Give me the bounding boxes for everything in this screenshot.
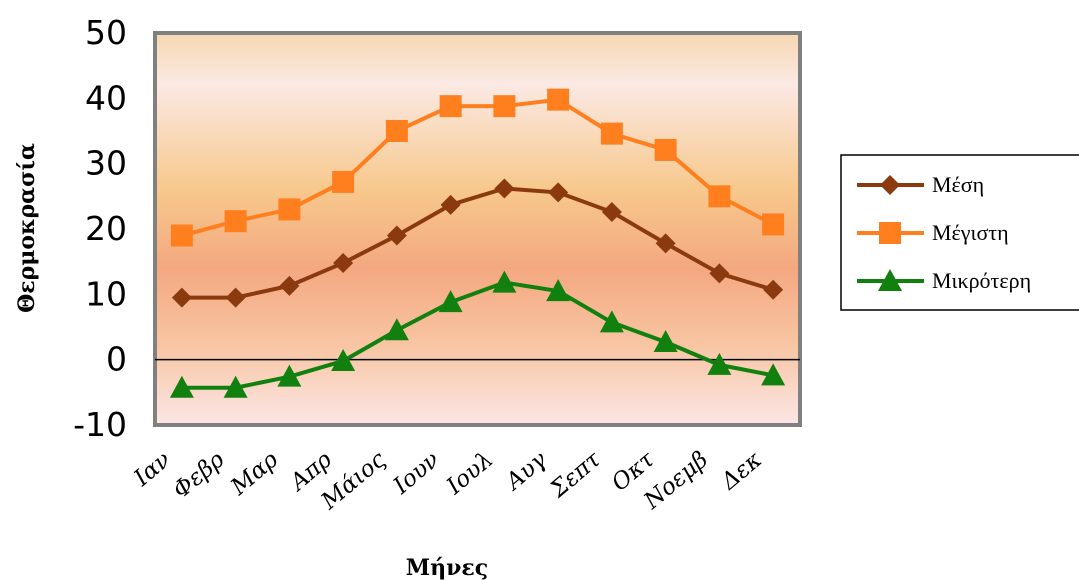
series-line — [181, 186, 774, 300]
data-point-triangle — [169, 375, 194, 398]
data-point-diamond — [548, 182, 569, 203]
y-tick-label: 50 — [85, 13, 127, 52]
data-point-square — [708, 185, 731, 208]
data-point-square — [170, 224, 193, 247]
data-point-square — [332, 170, 355, 193]
y-tick-label: 10 — [85, 274, 127, 313]
legend-label: Μικρότερη — [932, 268, 1031, 293]
plot-area — [153, 31, 802, 427]
x-tick-label: Φεβρ — [168, 446, 230, 504]
x-tick-label: Ιουν — [388, 447, 444, 500]
data-point-square — [278, 198, 301, 221]
x-tick-label: Δεκ — [716, 447, 767, 496]
data-point-triangle — [384, 318, 409, 341]
data-point-diamond — [655, 233, 676, 254]
data-point-diamond — [709, 263, 730, 284]
series-line — [181, 280, 774, 390]
data-point-square — [439, 95, 462, 118]
y-tick-label: 0 — [106, 340, 127, 379]
legend-label: Μέση — [932, 172, 984, 197]
data-point-triangle — [761, 363, 786, 386]
data-point-diamond — [386, 225, 407, 246]
data-point-triangle — [653, 330, 678, 353]
data-point-diamond — [171, 287, 192, 308]
data-point-square — [493, 95, 516, 118]
x-tick-label: Σεπτ — [545, 446, 607, 504]
data-point-square — [600, 122, 623, 145]
y-axis-ticks: 50 40 30 20 10 0 -10 — [73, 13, 127, 444]
data-point-square — [224, 210, 247, 233]
data-point-diamond — [440, 194, 461, 215]
data-point-triangle — [438, 290, 463, 313]
data-point-triangle — [223, 375, 248, 398]
data-point-square — [547, 88, 570, 111]
data-point-triangle — [492, 270, 517, 293]
y-tick-label: 30 — [85, 144, 127, 183]
legend: Μέση Μέγιστη Μικρότερη — [840, 154, 1079, 311]
series-diamond — [171, 178, 784, 308]
data-point-triangle — [707, 352, 732, 375]
data-point-diamond — [279, 275, 300, 296]
series-triangle — [169, 270, 786, 398]
data-point-diamond — [333, 252, 354, 273]
legend-swatch-diamond — [880, 175, 900, 195]
data-point-diamond — [763, 279, 784, 300]
series-square — [170, 88, 785, 247]
x-tick-label: Αυγ — [500, 447, 552, 497]
data-point-diamond — [494, 178, 515, 199]
data-point-triangle — [599, 310, 624, 333]
data-point-square — [762, 213, 785, 236]
legend-swatch-triangle — [878, 269, 902, 291]
data-point-square — [385, 120, 408, 142]
y-axis-title: Θερμοκρασία — [14, 143, 40, 313]
legend-swatches — [857, 175, 924, 291]
data-point-triangle — [277, 364, 302, 387]
data-point-diamond — [225, 287, 246, 308]
data-point-square — [654, 138, 677, 161]
y-tick-label: 40 — [85, 78, 127, 117]
series-layer — [169, 88, 786, 398]
y-tick-label: -10 — [73, 405, 127, 444]
legend-label: Μέγιστη — [932, 220, 1009, 245]
data-point-triangle — [546, 279, 571, 302]
legend-swatch-square — [879, 222, 901, 244]
x-tick-label: Ιουλ — [441, 447, 498, 501]
y-tick-label: 20 — [85, 209, 127, 248]
x-axis-title: Μήνες — [406, 555, 488, 580]
data-point-diamond — [601, 202, 622, 223]
x-axis-ticks: Ιαν Φεβρ Μαρ Απρ Μάιος Ιουν Ιουλ Αυγ Σεπ… — [129, 446, 767, 515]
data-point-triangle — [331, 348, 356, 371]
x-tick-label: Μαρ — [225, 446, 283, 501]
